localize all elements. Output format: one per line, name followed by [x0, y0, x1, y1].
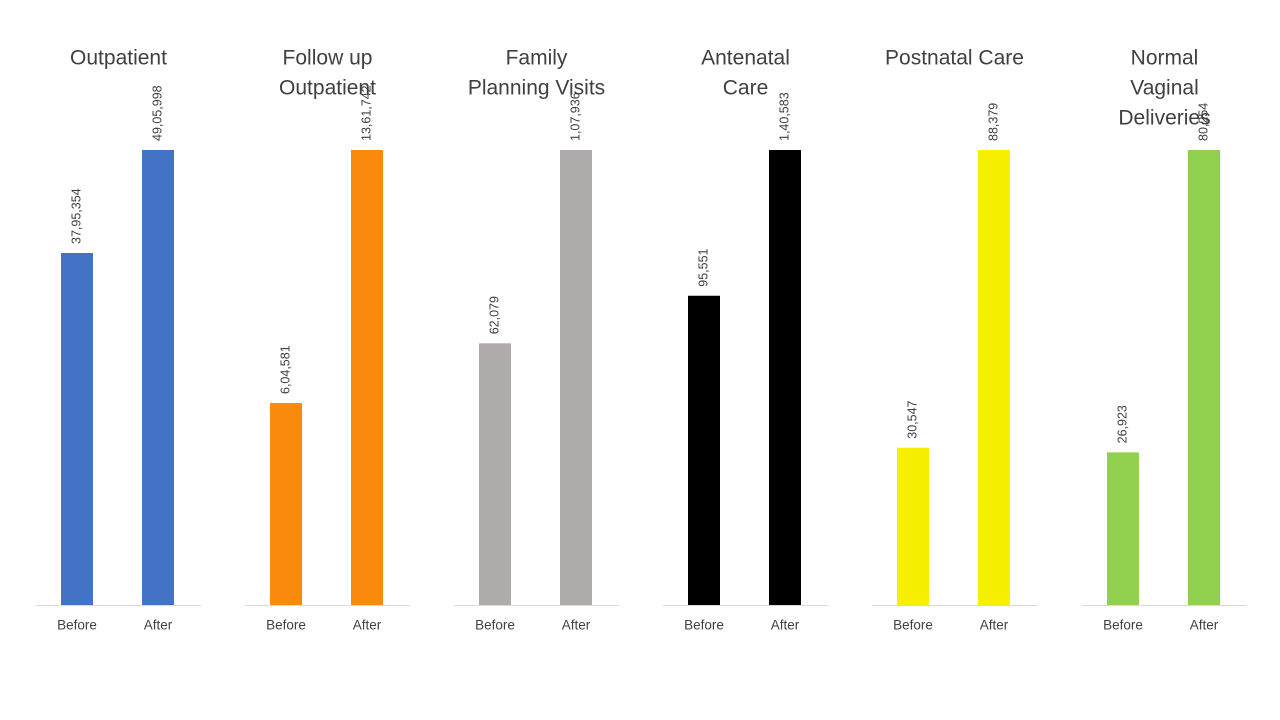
- chart-panel-5: Postnatal Care 30,547 Before 88,379 After: [872, 47, 1037, 633]
- data-label: 62,079: [487, 296, 501, 334]
- x-tick-label: After: [562, 618, 591, 633]
- chart-panel-3: Family Planning Visits 62,079 Before 1,07,93…: [454, 47, 619, 633]
- data-label: 1,40,583: [777, 92, 791, 141]
- bar-after: [1188, 150, 1220, 605]
- bar-after: [978, 150, 1010, 605]
- data-label: 49,05,998: [150, 85, 164, 141]
- bar-before: [270, 402, 302, 605]
- chart-panel-4: Antenatal Care 95,551 Before 1,40,583 After: [663, 47, 828, 633]
- chart-title: Outpatient: [70, 47, 167, 70]
- x-tick-label: Before: [893, 618, 933, 633]
- x-tick-label: After: [771, 618, 800, 633]
- chart-panel-1: Outpatient 37,95,354 Before 49,05,998 After: [36, 47, 201, 633]
- data-label: 80,254: [1196, 103, 1210, 141]
- bar-after: [351, 150, 383, 605]
- data-label: 88,379: [986, 103, 1000, 141]
- chart-title: Planning Visits: [468, 77, 605, 100]
- chart-panel-2: Follow up Outpatient 6,04,581 Before 13,61,7…: [245, 47, 410, 633]
- bar-before: [61, 253, 93, 606]
- data-label: 13,61,742: [359, 85, 373, 141]
- bar-after: [560, 150, 592, 605]
- chart-panel-6: Normal Vaginal Deliveries 26,923 Before 80,25…: [1082, 47, 1247, 633]
- x-tick-label: After: [353, 618, 382, 633]
- x-tick-label: After: [980, 618, 1009, 633]
- bar-before: [688, 295, 720, 605]
- chart-title: Care: [723, 77, 769, 100]
- data-label: 30,547: [905, 400, 919, 438]
- data-label: 95,551: [696, 248, 710, 286]
- data-label: 1,07,936: [568, 92, 582, 141]
- data-label: 37,95,354: [69, 188, 83, 244]
- chart-title: Deliveries: [1118, 107, 1210, 130]
- x-tick-label: Before: [684, 618, 724, 633]
- bar-before: [897, 447, 929, 605]
- chart-title: Family: [506, 47, 568, 70]
- chart-title: Vaginal: [1130, 77, 1199, 100]
- data-label: 26,923: [1115, 405, 1129, 443]
- chart-title: Antenatal: [701, 47, 790, 70]
- bar-before: [1107, 452, 1139, 605]
- chart-title: Follow up: [283, 47, 373, 70]
- chart-title: Outpatient: [279, 77, 376, 100]
- bar-after: [142, 150, 174, 605]
- x-tick-label: After: [144, 618, 173, 633]
- chart-title: Normal: [1131, 47, 1199, 70]
- bar-after: [769, 150, 801, 605]
- data-label: 6,04,581: [278, 345, 292, 394]
- x-tick-label: Before: [266, 618, 306, 633]
- chart-title: Postnatal Care: [885, 47, 1024, 70]
- x-tick-label: Before: [475, 618, 515, 633]
- x-tick-label: After: [1190, 618, 1219, 633]
- bar-before: [479, 343, 511, 605]
- x-tick-label: Before: [1103, 618, 1143, 633]
- x-tick-label: Before: [57, 618, 97, 633]
